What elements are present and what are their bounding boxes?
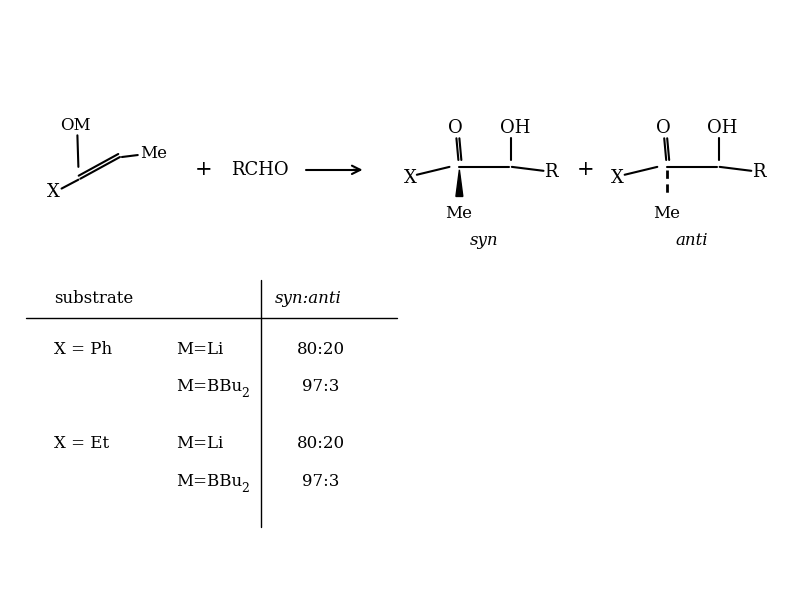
Text: M=BBu: M=BBu [176,473,242,490]
Text: substrate: substrate [54,290,133,307]
Text: 2: 2 [242,482,250,495]
Text: Me: Me [140,145,166,161]
Text: X: X [611,169,624,187]
Text: R: R [545,163,558,181]
Text: 97:3: 97:3 [302,378,339,395]
Text: Me: Me [445,205,472,222]
Text: syn: syn [470,232,498,250]
Text: X: X [403,169,416,187]
Text: 80:20: 80:20 [297,436,345,452]
Text: O: O [448,119,462,137]
Text: X = Et: X = Et [54,436,109,452]
Text: 97:3: 97:3 [302,473,339,490]
Text: M=BBu: M=BBu [176,378,242,395]
Text: X = Ph: X = Ph [54,341,112,358]
Text: RCHO: RCHO [230,161,288,179]
Polygon shape [456,170,463,196]
Text: anti: anti [676,232,708,250]
Text: +: + [578,160,595,179]
Text: +: + [195,160,213,179]
Text: syn:anti: syn:anti [274,290,342,307]
Text: 80:20: 80:20 [297,341,345,358]
Text: M=Li: M=Li [176,341,224,358]
Text: O: O [656,119,670,137]
Text: OH: OH [707,119,738,137]
Text: 2: 2 [242,387,250,400]
Text: OM: OM [60,117,90,134]
Text: X: X [47,182,60,200]
Text: OH: OH [500,119,530,137]
Text: M=Li: M=Li [176,436,224,452]
Text: R: R [752,163,766,181]
Text: Me: Me [653,205,680,222]
